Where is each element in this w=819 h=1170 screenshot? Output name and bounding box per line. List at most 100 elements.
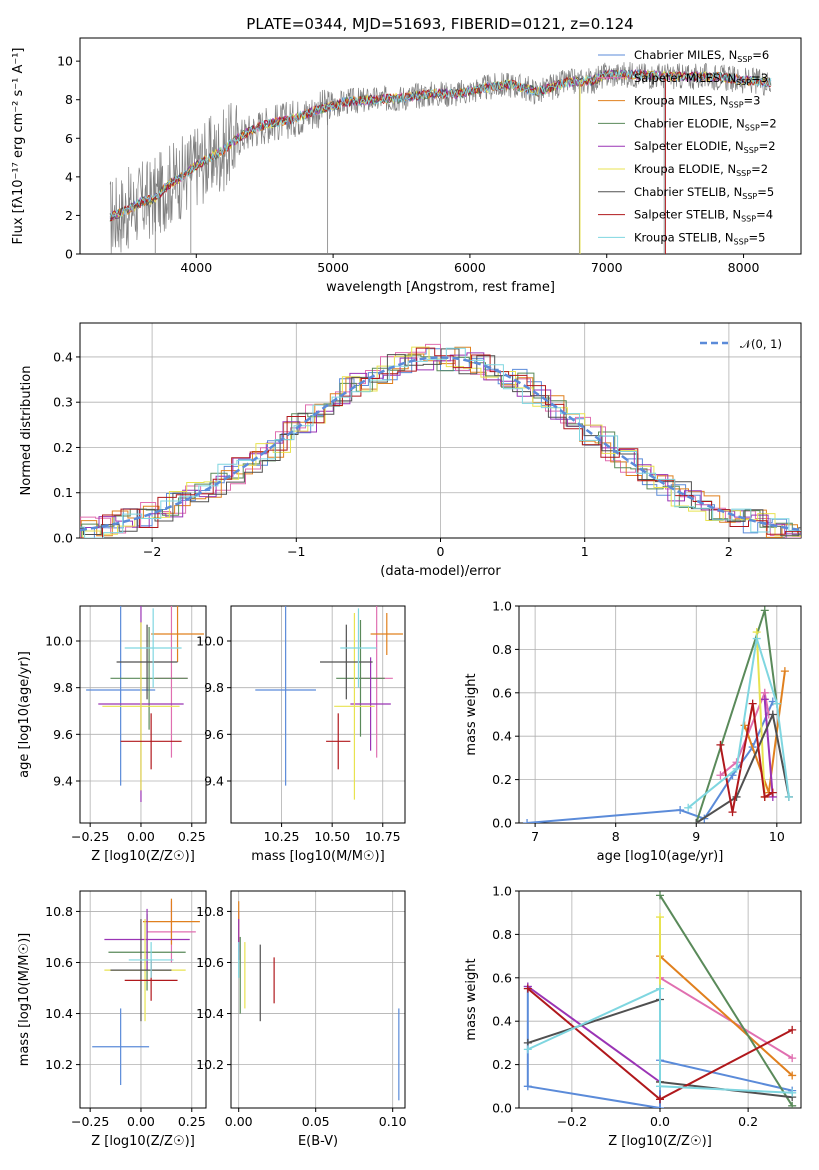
weight-line-3: [659, 894, 794, 1107]
x-tick-label: 0.25: [178, 1114, 206, 1129]
x-tick-label: 5000: [317, 260, 349, 275]
x-axis-label: Z [log10(Z/Z☉)]: [91, 849, 195, 864]
weight-marker: [656, 1082, 664, 1091]
weight-marker: [523, 819, 532, 823]
y-tick-label: 9.6: [53, 727, 73, 742]
weight-marker: [788, 1071, 797, 1080]
y-tick-label: 6: [65, 131, 73, 146]
legend-label-main: Kroupa STELIB, N: [634, 230, 734, 244]
errorbar-point-0: [255, 606, 316, 786]
legend-label-sub: SSP: [729, 101, 744, 110]
x-tick-label: −0.2: [557, 1114, 587, 1129]
y-tick-label: 0.3: [53, 395, 73, 410]
legend-label-4: Salpeter ELODIE, NSSP=2: [634, 139, 776, 155]
axes-frame: [518, 605, 802, 824]
gaussian-curve: [80, 356, 801, 532]
chart-mass-vs-EBV: 0.00 0.05 0.10 10.2 10.4 10.6 10.8 E(B-V): [196, 890, 407, 1149]
x-tick-label: 10.25: [264, 829, 300, 844]
y-tick-label: 0.0: [492, 816, 512, 831]
axes-frame: [79, 37, 802, 255]
legend-label-main: Kroupa ELODIE, N: [634, 162, 736, 176]
errorbar-point-5: [102, 622, 180, 791]
legend-label-sub: SSP: [737, 55, 752, 64]
x-tick-label: −1: [287, 544, 305, 559]
legend-label-gaussian: 𝒩(0, 1): [740, 337, 782, 351]
x-tick-label: 8000: [728, 260, 760, 275]
legend-label-tail: =3: [751, 71, 768, 85]
chart-spectrum: 4000 5000 6000 7000 8000 0 2 4 6 8 10 wavelength [A…: [11, 37, 802, 295]
x-axis-label: Z [log10(Z/Z☉)]: [91, 1134, 195, 1149]
weight-marker: [784, 792, 793, 801]
x-axis-label: age [log10(age/yr)]: [597, 849, 724, 864]
chart-weight-vs-age: 7 8 9 10 0.0 0.2 0.4 0.6 0.8 1.0 age [log10(age/yr…: [464, 599, 802, 864]
x-axis-label: mass [log10(M/M☉)]: [251, 849, 384, 864]
y-tick-label: 10.4: [45, 1006, 73, 1021]
x-tick-label: −0.25: [71, 829, 109, 844]
legend-label-sub: SSP: [736, 78, 751, 87]
x-tick-label: 0: [437, 544, 445, 559]
x-axis-label: wavelength [Angstrom, rest frame]: [326, 280, 555, 295]
y-tick-label: 10.6: [45, 955, 73, 970]
y-tick-label: 10.0: [45, 634, 73, 649]
weight-line-0: [527, 701, 774, 823]
legend-label-tail: =4: [756, 208, 773, 222]
x-tick-label: 0.0: [650, 1114, 670, 1129]
axes-frame: [79, 890, 207, 1109]
weight-line-2: [659, 955, 793, 1077]
y-tick-label: 0.4: [53, 349, 73, 364]
histogram-3: [80, 354, 801, 538]
chart-mass-vs-Z: −0.25 0.00 0.25 10.2 10.4 10.6 10.8 Z [log10(Z/…: [17, 890, 207, 1149]
errorbar-point-6: [110, 919, 172, 1022]
y-tick-label: 10.8: [45, 904, 73, 919]
legend-label-0: Chabrier MILES, NSSP=6: [634, 48, 769, 64]
x-tick-label: 7000: [591, 260, 623, 275]
errorbar-point-2: [151, 606, 204, 662]
legend-label-tail: =2: [751, 162, 768, 176]
y-tick-label: 10.6: [196, 955, 224, 970]
weight-marker: [768, 710, 777, 719]
weight-marker: [788, 1088, 797, 1097]
legend-label-main: Chabrier ELODIE, N: [634, 116, 745, 130]
y-tick-label: 10.2: [196, 1057, 224, 1072]
y-tick-label: 9.4: [204, 774, 224, 789]
errorbar-point-7: [120, 713, 182, 770]
y-tick-label: 1.0: [492, 599, 512, 614]
y-tick-label: 0: [65, 247, 73, 262]
figure-title: PLATE=0344, MJD=51693, FIBERID=0121, z=0…: [246, 15, 633, 33]
legend-label-1: Salpeter MILES, NSSP=3: [634, 71, 768, 87]
y-axis-label: Normed distribution: [19, 366, 34, 496]
x-tick-label: 0.00: [127, 829, 155, 844]
x-tick-label: 0.05: [302, 1114, 330, 1129]
x-tick-label: −0.25: [71, 1114, 109, 1129]
errorbar-point-4: [104, 908, 190, 971]
y-tick-label: 0.1: [53, 485, 73, 500]
y-tick-label: 0.0: [53, 531, 73, 546]
legend-label-main: Kroupa MILES, N: [634, 94, 729, 108]
weight-line-4: [763, 699, 774, 798]
weight-marker: [760, 606, 769, 615]
y-tick-label: 0.6: [492, 685, 512, 700]
weight-marker: [788, 1054, 797, 1063]
plot-area-weight-vs-age: [523, 606, 793, 823]
weight-marker: [728, 808, 737, 817]
legend-label-7: Salpeter STELIB, NSSP=4: [634, 208, 773, 224]
legend-label-main: Salpeter STELIB, N: [634, 208, 741, 222]
weight-line-1: [719, 689, 770, 777]
y-tick-label: 8: [65, 92, 73, 107]
weight-marker: [523, 1045, 532, 1054]
weight-marker: [760, 695, 769, 704]
model-line-8: [109, 69, 772, 218]
x-axis-label: Z [log10(Z/Z☉)]: [608, 1134, 712, 1149]
weight-marker: [760, 792, 769, 801]
y-tick-label: 9.4: [53, 774, 73, 789]
weight-marker: [768, 788, 777, 797]
histogram-5: [80, 346, 801, 538]
legend-label-sub: SSP: [736, 169, 751, 178]
legend-label-tail: =5: [757, 185, 774, 199]
weight-marker: [656, 913, 664, 922]
plot-area-residuals: [80, 343, 801, 538]
y-tick-label: 0.0: [492, 1101, 512, 1116]
x-tick-label: 9: [692, 829, 700, 844]
legend-label-5: Kroupa ELODIE, NSSP=2: [634, 162, 768, 178]
